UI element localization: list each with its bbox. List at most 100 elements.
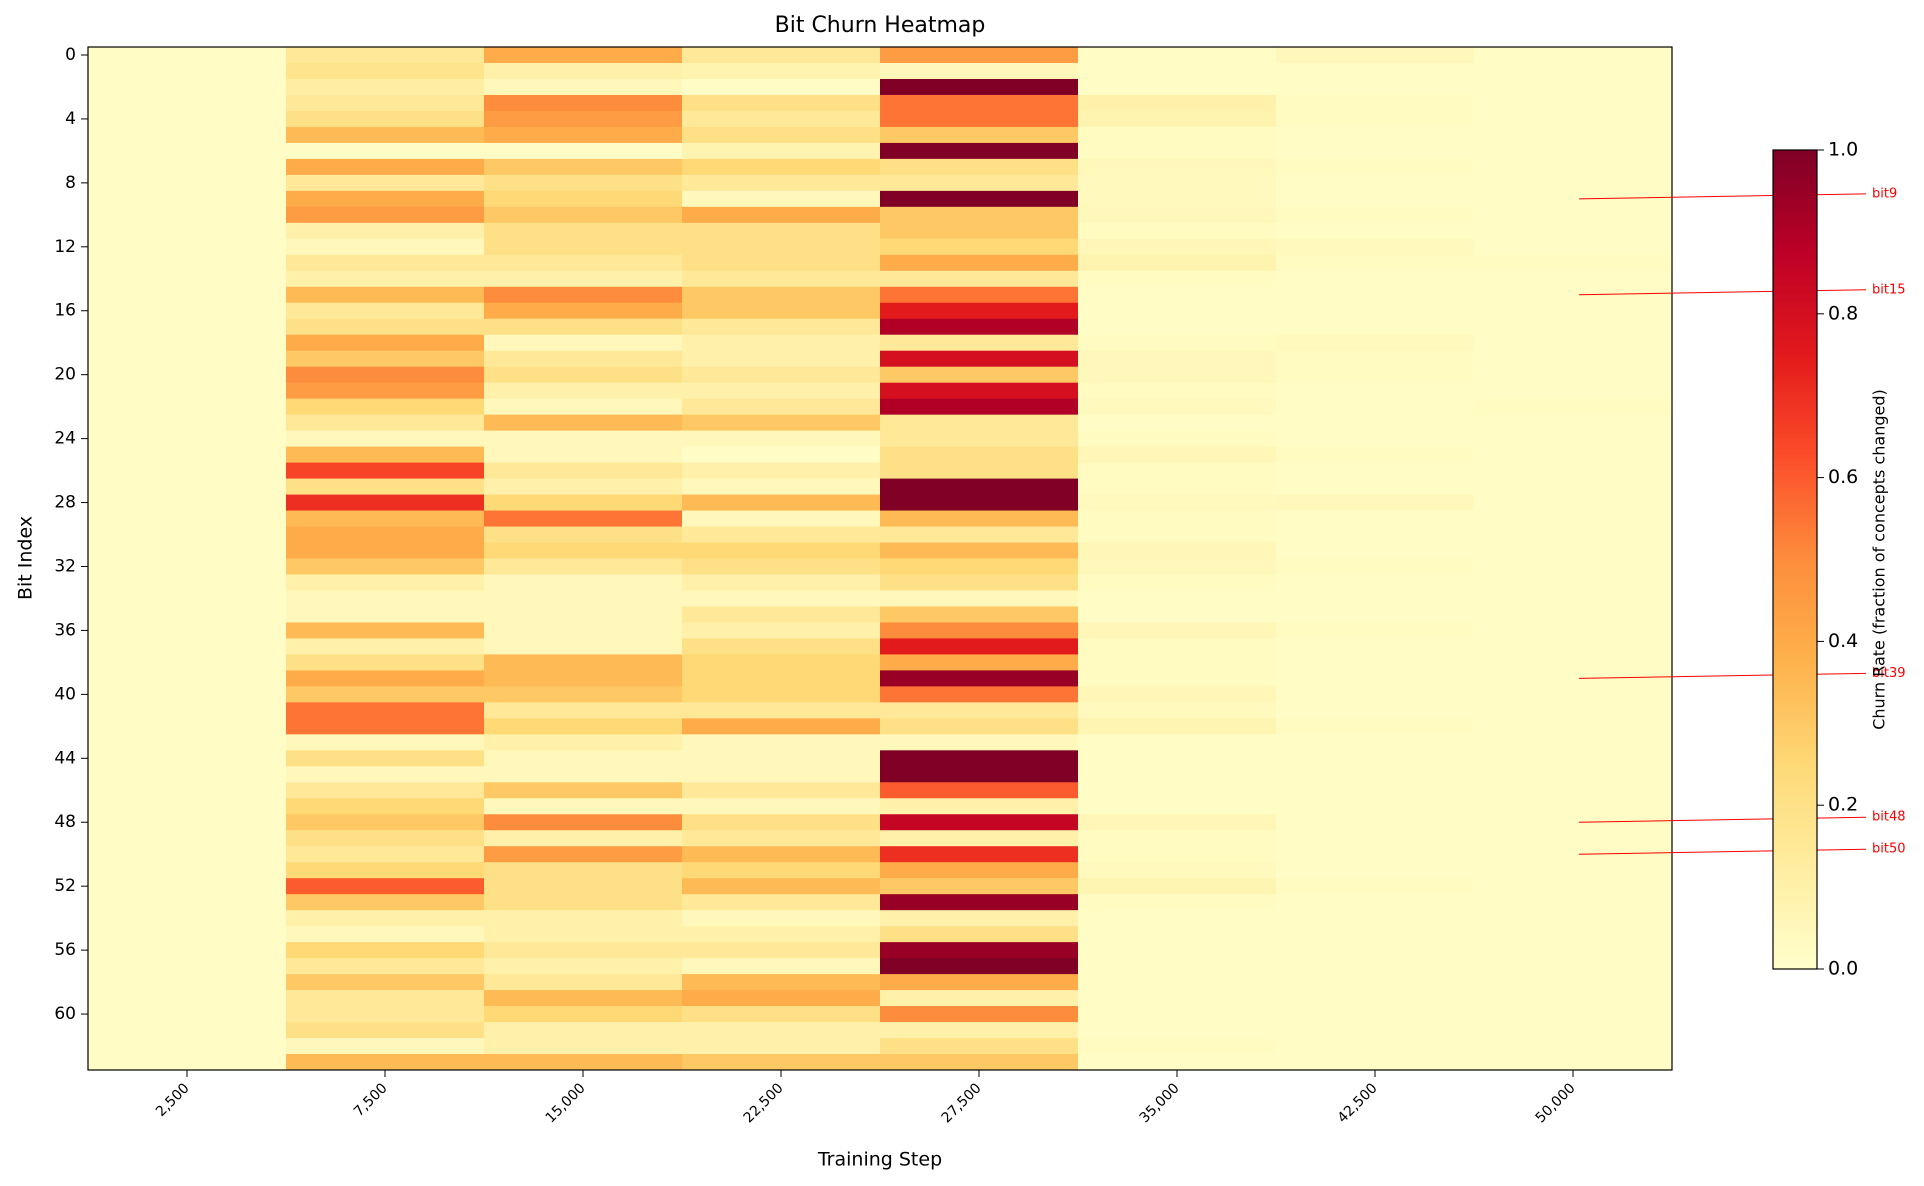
- colorbar-segment: [1773, 190, 1817, 196]
- heatmap-cell: [880, 47, 1079, 64]
- heatmap-cell: [286, 974, 485, 991]
- heatmap-cell: [484, 654, 683, 671]
- heatmap-cell: [286, 158, 485, 176]
- heatmap-cell: [1474, 286, 1673, 304]
- heatmap-cell: [1474, 334, 1673, 352]
- heatmap-cell: [1276, 702, 1475, 719]
- heatmap-cell: [88, 670, 287, 687]
- heatmap-cell: [1474, 558, 1673, 575]
- heatmap-cell: [1276, 206, 1475, 224]
- colorbar-segment: [1773, 358, 1817, 364]
- heatmap-cell: [1474, 366, 1673, 384]
- colorbar-segment: [1773, 457, 1817, 462]
- colorbar-segment: [1773, 252, 1817, 258]
- colorbar-segment: [1773, 739, 1817, 745]
- colorbar-segment: [1773, 526, 1817, 532]
- heatmap-cell: [880, 78, 1079, 96]
- heatmap-cell: [286, 366, 485, 384]
- heatmap-cell: [682, 110, 881, 128]
- heatmap-cell: [880, 238, 1079, 256]
- heatmap-cell: [1276, 174, 1475, 192]
- heatmap-cell: [1078, 878, 1277, 895]
- heatmap-cell: [88, 382, 287, 400]
- heatmap-cell: [682, 638, 881, 655]
- colorbar-segment: [1773, 473, 1817, 479]
- colorbar-segment: [1773, 821, 1817, 827]
- heatmap-cell: [484, 574, 683, 591]
- heatmap-cell: [682, 686, 881, 703]
- heatmap-cell: [1474, 318, 1673, 336]
- colorbar-segment: [1773, 178, 1817, 184]
- heatmap-cell: [484, 446, 683, 464]
- heatmap-cell: [880, 846, 1079, 863]
- colorbar-segment: [1773, 928, 1817, 933]
- heatmap-cell: [1078, 286, 1277, 304]
- heatmap-cell: [88, 254, 287, 272]
- heatmap-cell: [286, 606, 485, 623]
- heatmap-cell: [880, 910, 1079, 927]
- heatmap-cell: [1474, 110, 1673, 128]
- colorbar-segment: [1773, 792, 1817, 798]
- heatmap-cell: [1276, 526, 1475, 544]
- colorbar-segment: [1773, 354, 1817, 360]
- heatmap-cell: [880, 222, 1079, 240]
- heatmap-cell: [682, 894, 881, 911]
- heatmap-cell: [1276, 430, 1475, 448]
- heatmap-cell: [484, 958, 683, 975]
- colorbar-segment: [1773, 797, 1817, 802]
- heatmap-cell: [1276, 382, 1475, 400]
- colorbar-segment: [1773, 678, 1817, 683]
- heatmap-cell: [484, 382, 683, 400]
- heatmap-cell: [286, 1022, 485, 1039]
- colorbar-segment: [1773, 633, 1817, 638]
- heatmap-cell: [1078, 894, 1277, 911]
- colorbar-segment: [1773, 330, 1817, 335]
- heatmap-cell: [484, 798, 683, 815]
- heatmap-cell: [1276, 910, 1475, 927]
- heatmap-cell: [1474, 478, 1673, 496]
- annotation-line: [1578, 289, 1867, 296]
- heatmap-cell: [88, 606, 287, 623]
- heatmap-cell: [286, 1006, 485, 1023]
- colorbar-segment: [1773, 219, 1817, 225]
- heatmap-cell: [88, 462, 287, 480]
- heatmap-cell: [1078, 510, 1277, 528]
- heatmap-cell: [1474, 686, 1673, 703]
- heatmap-cell: [880, 750, 1079, 767]
- heatmap-cell: [286, 782, 485, 799]
- heatmap-cell: [484, 750, 683, 767]
- heatmap-cell: [286, 302, 485, 320]
- x-tick-label: 50,000: [1533, 1080, 1579, 1126]
- heatmap-cell: [682, 174, 881, 192]
- heatmap-cell: [88, 734, 287, 751]
- heatmap-cell: [1276, 750, 1475, 767]
- heatmap-cell: [1276, 1038, 1475, 1055]
- colorbar-segment: [1773, 264, 1817, 270]
- heatmap-cell: [1078, 430, 1277, 448]
- colorbar-segment: [1773, 154, 1817, 159]
- colorbar-segment: [1773, 448, 1817, 454]
- heatmap-cell: [286, 718, 485, 735]
- heatmap-cell: [1078, 542, 1277, 559]
- heatmap-cell: [880, 942, 1079, 959]
- colorbar-segment: [1773, 760, 1817, 765]
- heatmap-cell: [880, 158, 1079, 176]
- heatmap-cell: [88, 814, 287, 831]
- heatmap-cell: [682, 302, 881, 320]
- heatmap-cell: [88, 910, 287, 927]
- heatmap-cell: [484, 158, 683, 176]
- colorbar-segment: [1773, 362, 1817, 368]
- x-tick-label: 42,500: [1335, 1080, 1381, 1126]
- heatmap-cell: [1474, 446, 1673, 464]
- colorbar-segment: [1773, 878, 1817, 884]
- heatmap-cell: [880, 974, 1079, 991]
- colorbar-segment: [1773, 637, 1817, 642]
- colorbar-segment: [1773, 367, 1817, 372]
- heatmap-cell: [880, 494, 1079, 512]
- colorbar-segment: [1773, 289, 1817, 294]
- heatmap-cell: [880, 654, 1079, 671]
- colorbar-segment: [1773, 596, 1817, 602]
- colorbar-segment: [1773, 465, 1817, 471]
- heatmap-cell: [88, 158, 287, 176]
